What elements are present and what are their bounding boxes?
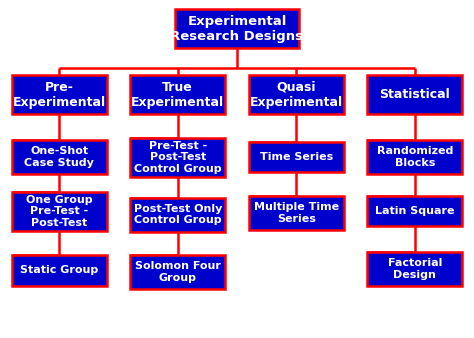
- Text: Quasi
Experimental: Quasi Experimental: [250, 81, 343, 108]
- FancyBboxPatch shape: [249, 75, 344, 114]
- FancyBboxPatch shape: [249, 196, 344, 230]
- Text: Experimental
Research Designs: Experimental Research Designs: [171, 15, 303, 43]
- FancyBboxPatch shape: [175, 9, 299, 48]
- FancyBboxPatch shape: [12, 255, 107, 286]
- Text: Pre-
Experimental: Pre- Experimental: [13, 81, 106, 108]
- FancyBboxPatch shape: [130, 255, 225, 289]
- FancyBboxPatch shape: [130, 198, 225, 232]
- FancyBboxPatch shape: [249, 142, 344, 172]
- Text: Post-Test Only
Control Group: Post-Test Only Control Group: [134, 204, 222, 225]
- Text: One Group
Pre-Test -
Post-Test: One Group Pre-Test - Post-Test: [26, 195, 92, 228]
- FancyBboxPatch shape: [12, 192, 107, 231]
- FancyBboxPatch shape: [367, 75, 462, 114]
- Text: Solomon Four
Group: Solomon Four Group: [135, 261, 221, 283]
- Text: Statistical: Statistical: [379, 88, 450, 101]
- Text: Latin Square: Latin Square: [375, 206, 455, 216]
- Text: Multiple Time
Series: Multiple Time Series: [254, 202, 339, 224]
- FancyBboxPatch shape: [367, 196, 462, 226]
- Text: One-Shot
Case Study: One-Shot Case Study: [24, 146, 94, 168]
- Text: Time Series: Time Series: [260, 152, 333, 162]
- FancyBboxPatch shape: [367, 140, 462, 174]
- FancyBboxPatch shape: [130, 75, 225, 114]
- FancyBboxPatch shape: [130, 138, 225, 176]
- Text: Pre-Test -
Post-Test
Control Group: Pre-Test - Post-Test Control Group: [134, 141, 221, 174]
- Text: Factorial
Design: Factorial Design: [388, 258, 442, 280]
- Text: Static Group: Static Group: [20, 265, 99, 275]
- FancyBboxPatch shape: [367, 252, 462, 286]
- FancyBboxPatch shape: [12, 140, 107, 174]
- Text: Randomized
Blocks: Randomized Blocks: [376, 146, 453, 168]
- FancyBboxPatch shape: [12, 75, 107, 114]
- Text: True
Experimental: True Experimental: [131, 81, 224, 108]
